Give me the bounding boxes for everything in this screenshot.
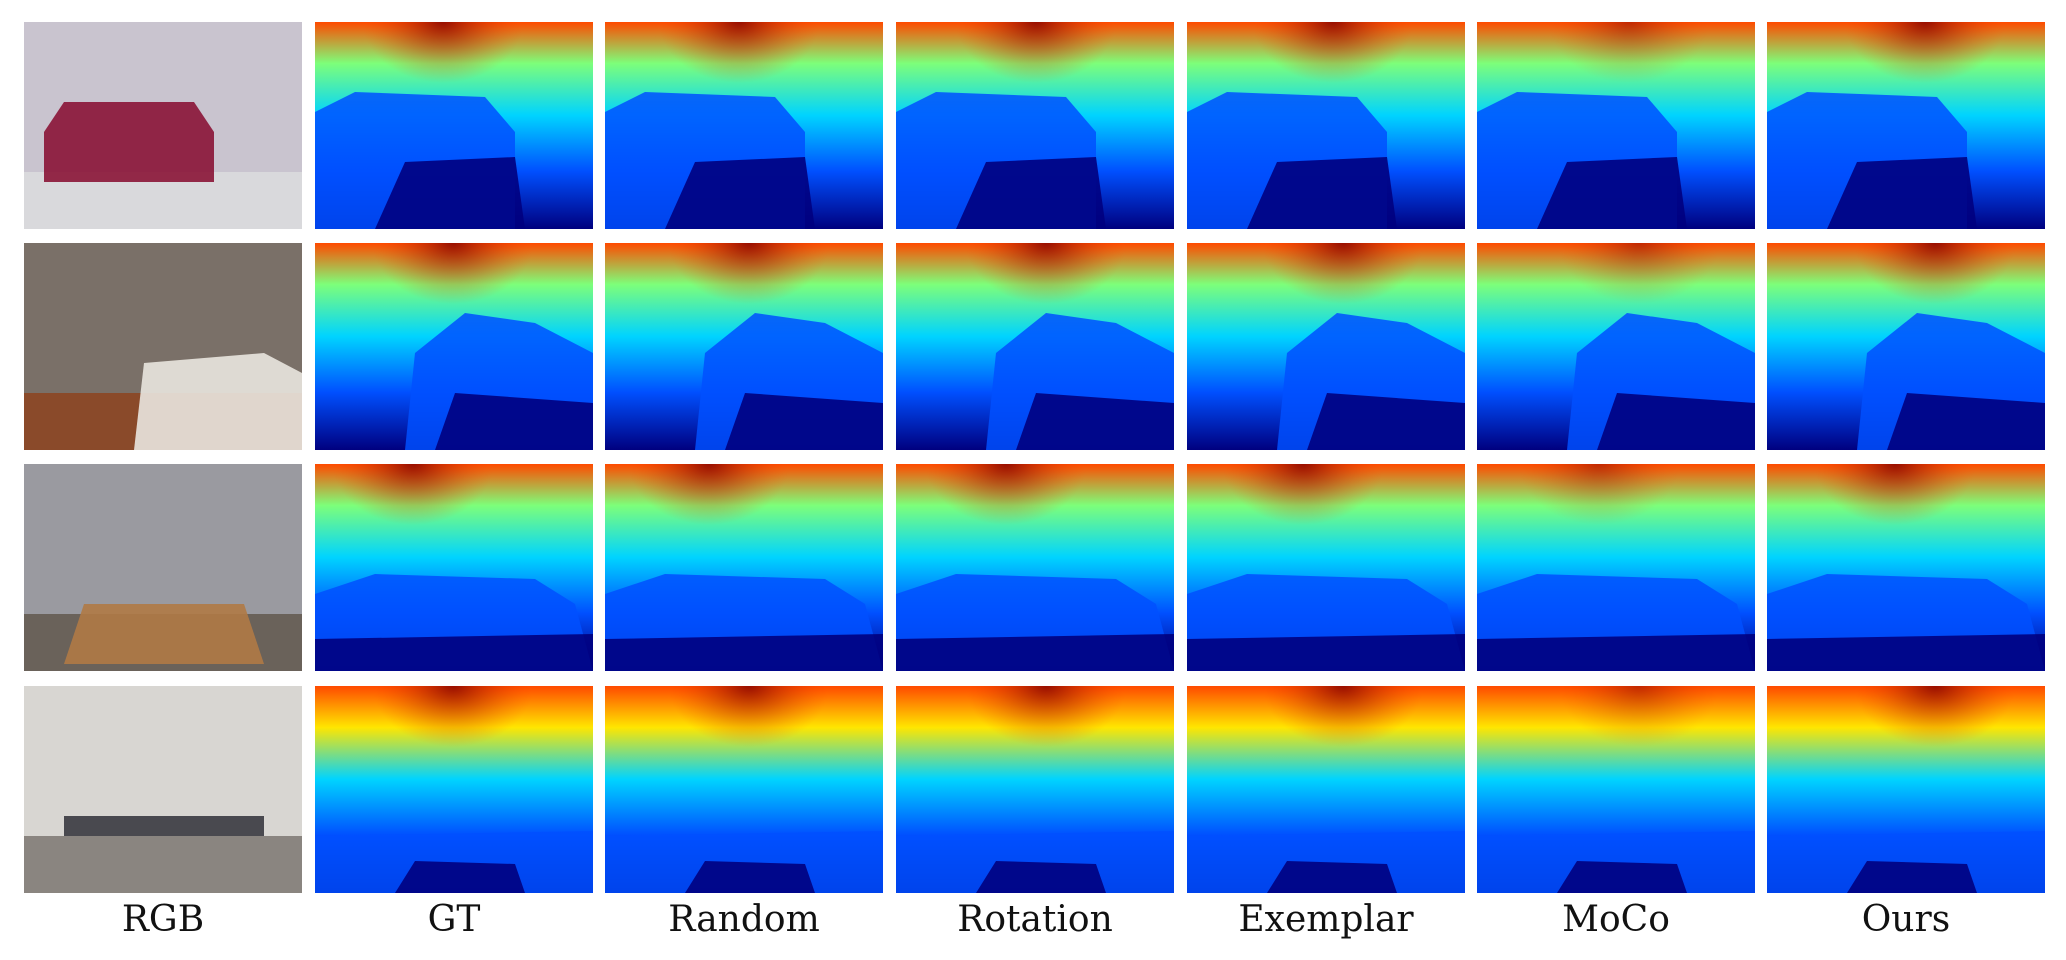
depth-map-row4-col2 [315,686,593,893]
depth-map-row1-col6 [1477,22,1755,229]
depth-map-row4-col4 [896,686,1174,893]
column-label-rgb: RGB [121,899,205,940]
column-label-exemplar: Exemplar [1238,899,1414,940]
depth-map-row2-col6 [1477,243,1755,450]
depth-map-row4-col6 [1477,686,1755,893]
rgb-image-row1-col1 [24,22,302,229]
depth-map-row4-col7 [1767,686,2045,893]
depth-map-row1-col7 [1767,22,2045,229]
column-label-random: Random [668,899,820,940]
depth-map-row1-col2 [315,22,593,229]
depth-map-row3-col6 [1477,464,1755,671]
depth-map-row3-col4 [896,464,1174,671]
depth-map-row3-col2 [315,464,593,671]
depth-map-row1-col5 [1187,22,1465,229]
depth-map-row1-col4 [896,22,1174,229]
column-label-moco: MoCo [1562,899,1670,940]
rgb-image-row4-col1 [24,686,302,893]
depth-map-row2-col2 [315,243,593,450]
rgb-image-row3-col1 [24,464,302,671]
depth-map-row2-col5 [1187,243,1465,450]
depth-map-row3-col3 [605,464,883,671]
column-label-rotation: Rotation [957,899,1113,940]
depth-map-row2-col7 [1767,243,2045,450]
rgb-image-row2-col1 [24,243,302,450]
depth-map-row4-col5 [1187,686,1465,893]
depth-map-row3-col7 [1767,464,2045,671]
depth-map-row2-col4 [896,243,1174,450]
depth-map-row1-col3 [605,22,883,229]
depth-map-row3-col5 [1187,464,1465,671]
depth-map-row4-col3 [605,686,883,893]
column-label-ours: Ours [1861,899,1951,940]
column-label-gt: GT [427,899,481,940]
depth-map-row2-col3 [605,243,883,450]
